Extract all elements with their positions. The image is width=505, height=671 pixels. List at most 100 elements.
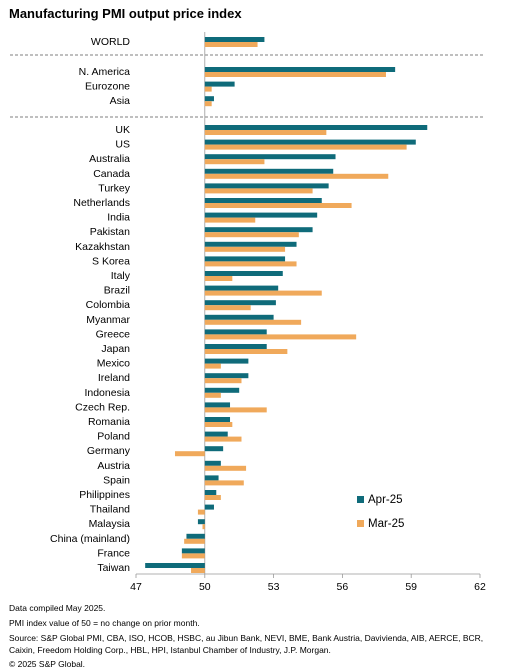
bar-apr-india [204, 212, 318, 218]
row-label-uk: UK [115, 124, 130, 136]
bar-mar-germany [174, 451, 205, 457]
bar-apr-indonesia [204, 387, 240, 393]
bar-mar-indonesia [204, 392, 221, 398]
bar-mar-canada [204, 173, 389, 179]
row-label-malaysia: Malaysia [89, 518, 131, 530]
row-label-greece: Greece [96, 328, 131, 340]
bar-apr-colombia [204, 300, 276, 306]
bar-apr-s-korea [204, 256, 286, 262]
row-label-colombia: Colombia [86, 299, 131, 311]
row-label-romania: Romania [88, 416, 130, 428]
row-label-czech-rep: Czech Rep. [75, 401, 130, 413]
bar-mar-asia [204, 101, 212, 107]
bar-mar-italy [204, 276, 233, 281]
bar-mar-brazil [204, 290, 322, 296]
bar-apr-uk [204, 125, 428, 130]
bar-mar-france [181, 553, 205, 559]
bar-mar-china-mainland [184, 538, 205, 544]
row-label-brazil: Brazil [104, 285, 130, 297]
x-tick-label-53: 53 [268, 581, 280, 593]
row-label-pakistan: Pakistan [90, 226, 130, 238]
row-label-us: US [115, 139, 130, 151]
bar-mar-australia [204, 159, 265, 165]
bar-mar-us [204, 144, 407, 150]
bar-apr-spain [204, 475, 219, 481]
bar-apr-brazil [204, 285, 279, 291]
legend-label-mar: Mar-25 [368, 518, 404, 530]
x-tick-label-50: 50 [199, 581, 211, 593]
bar-mar-philippines [204, 495, 221, 500]
row-label-indonesia: Indonesia [84, 387, 130, 399]
row-label-australia: Australia [89, 153, 130, 165]
bar-apr-italy [204, 271, 283, 276]
row-label-germany: Germany [87, 445, 131, 457]
bar-apr-philippines [204, 490, 217, 495]
bar-mar-colombia [204, 305, 251, 311]
bar-mar-japan [204, 349, 288, 354]
row-label-n-america: N. America [79, 66, 131, 78]
row-label-thailand: Thailand [90, 504, 130, 516]
row-label-china-mainland: China (mainland) [50, 533, 130, 545]
x-tick-label-62: 62 [474, 581, 486, 593]
bar-apr-asia [204, 96, 214, 102]
bar-apr-n-america [204, 67, 396, 72]
bar-apr-myanmar [204, 314, 274, 320]
bar-mar-world [204, 42, 258, 47]
bar-mar-austria [204, 465, 247, 471]
x-tick-label-47: 47 [130, 581, 142, 593]
row-label-ireland: Ireland [98, 372, 130, 384]
x-tick-label-56: 56 [337, 581, 349, 593]
bar-apr-world [204, 37, 265, 42]
row-label-taiwan: Taiwan [97, 562, 130, 574]
row-label-mexico: Mexico [97, 358, 130, 370]
bar-apr-pakistan [204, 227, 313, 233]
bar-apr-netherlands [204, 198, 322, 203]
bar-apr-taiwan [145, 563, 205, 568]
row-label-poland: Poland [97, 431, 130, 443]
bar-apr-mexico [204, 358, 249, 364]
row-label-asia: Asia [110, 95, 131, 107]
row-label-s-korea: S Korea [92, 255, 130, 267]
bar-mar-pakistan [204, 232, 299, 238]
bar-apr-canada [204, 168, 334, 174]
bar-apr-romania [204, 417, 231, 422]
legend-label-apr: Apr-25 [368, 494, 403, 506]
note-pmi: PMI index value of 50 = no change on pri… [9, 618, 200, 628]
bar-apr-malaysia [197, 519, 205, 525]
bar-mar-spain [204, 480, 244, 486]
bar-apr-thailand [204, 504, 214, 510]
bar-mar-czech-rep [204, 407, 267, 413]
bar-apr-turkey [204, 183, 329, 189]
row-label-eurozone: Eurozone [85, 81, 130, 93]
bar-apr-austria [204, 460, 221, 466]
bar-apr-us [204, 139, 416, 145]
bar-mar-myanmar [204, 319, 302, 325]
bar-mar-romania [204, 422, 233, 427]
x-tick-label-59: 59 [405, 581, 417, 593]
bar-apr-australia [204, 154, 336, 160]
row-label-france: France [97, 547, 130, 559]
row-label-japan: Japan [101, 343, 130, 355]
bar-mar-taiwan [191, 568, 205, 573]
row-label-turkey: Turkey [98, 182, 130, 194]
bar-apr-japan [204, 344, 267, 349]
bar-mar-mexico [204, 363, 221, 369]
bar-mar-netherlands [204, 203, 352, 208]
bar-apr-kazakhstan [204, 241, 297, 247]
row-label-myanmar: Myanmar [86, 314, 130, 326]
legend-swatch-mar [357, 520, 364, 527]
bar-mar-uk [204, 130, 327, 135]
bar-apr-china-mainland [186, 533, 205, 539]
bar-mar-india [204, 217, 256, 223]
bar-mar-n-america [204, 72, 386, 77]
bar-apr-ireland [204, 373, 249, 379]
row-label-canada: Canada [93, 168, 130, 180]
note-copyright: © 2025 S&P Global. [9, 659, 86, 669]
row-label-austria: Austria [97, 460, 130, 472]
row-label-philippines: Philippines [79, 489, 130, 501]
bar-mar-thailand [197, 509, 205, 515]
bar-apr-eurozone [204, 81, 235, 87]
note-source: Source: S&P Global PMI, CBA, ISO, HCOB, … [9, 633, 484, 655]
row-label-italy: Italy [111, 270, 131, 282]
bar-mar-turkey [204, 188, 313, 194]
